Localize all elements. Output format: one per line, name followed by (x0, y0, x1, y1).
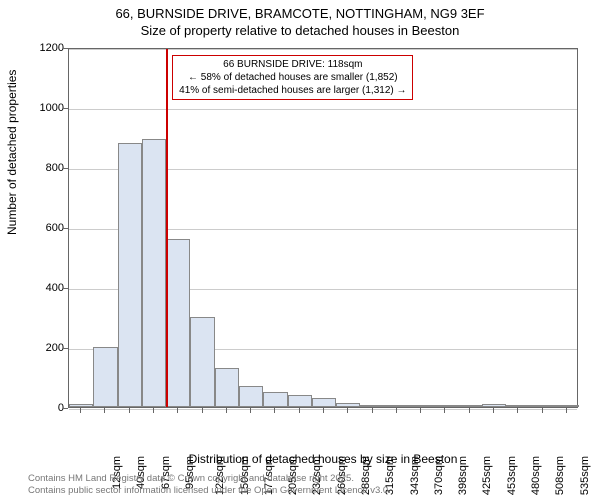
x-tick-label: 535sqm (579, 456, 591, 495)
histogram-bar (433, 405, 457, 407)
footer-credits: Contains HM Land Registry data © Crown c… (28, 473, 391, 496)
x-tick-mark (299, 408, 300, 413)
y-tick-label: 1000 (24, 102, 64, 114)
y-tick-label: 0 (24, 402, 64, 414)
histogram-bar (312, 398, 336, 407)
histogram-bar (458, 405, 482, 407)
histogram-bar (239, 386, 263, 407)
x-tick-mark (542, 408, 543, 413)
chart-container: 66, BURNSIDE DRIVE, BRAMCOTE, NOTTINGHAM… (0, 0, 600, 500)
histogram-bar (190, 317, 214, 407)
histogram-bar (360, 405, 384, 407)
histogram-bar (530, 405, 554, 407)
footer-line-1: Contains HM Land Registry data © Crown c… (28, 473, 391, 484)
y-axis-label: Number of detached properties (5, 70, 19, 235)
histogram-bar (69, 404, 93, 407)
x-tick-mark (129, 408, 130, 413)
grid-line (69, 49, 577, 50)
title-line-2: Size of property relative to detached ho… (0, 23, 600, 40)
x-tick-mark (226, 408, 227, 413)
plot-area: 66 BURNSIDE DRIVE: 118sqm ← 58% of detac… (68, 48, 578, 408)
histogram-bar (336, 403, 360, 408)
y-tick-label: 600 (24, 222, 64, 234)
marker-line (166, 49, 168, 407)
x-tick-mark (469, 408, 470, 413)
x-tick-mark (566, 408, 567, 413)
title-block: 66, BURNSIDE DRIVE, BRAMCOTE, NOTTINGHAM… (0, 0, 600, 40)
y-tick-label: 800 (24, 162, 64, 174)
x-tick-mark (444, 408, 445, 413)
x-tick-mark (202, 408, 203, 413)
y-tick-mark (63, 408, 68, 409)
x-tick-mark (274, 408, 275, 413)
histogram-bar (93, 347, 117, 407)
histogram-bar (142, 139, 166, 408)
histogram-bar (166, 239, 190, 407)
x-tick-mark (493, 408, 494, 413)
x-tick-mark (80, 408, 81, 413)
x-tick-mark (347, 408, 348, 413)
histogram-bar (118, 143, 142, 407)
histogram-bar (263, 392, 287, 407)
annotation-line-1: 66 BURNSIDE DRIVE: 118sqm (179, 58, 406, 71)
x-tick-mark (250, 408, 251, 413)
x-tick-mark (323, 408, 324, 413)
x-tick-mark (153, 408, 154, 413)
grid-line (69, 109, 577, 110)
x-tick-mark (396, 408, 397, 413)
histogram-bar (555, 405, 579, 407)
histogram-bar (385, 405, 409, 407)
annotation-line-2: ← 58% of detached houses are smaller (1,… (179, 71, 406, 84)
x-axis-label: Distribution of detached houses by size … (68, 452, 578, 466)
histogram-bar (409, 405, 433, 407)
x-tick-mark (420, 408, 421, 413)
x-tick-mark (372, 408, 373, 413)
histogram-bar (288, 395, 312, 407)
annotation-line-3: 41% of semi-detached houses are larger (… (179, 84, 406, 97)
x-tick-mark (177, 408, 178, 413)
x-tick-mark (104, 408, 105, 413)
y-tick-label: 1200 (24, 42, 64, 54)
y-tick-label: 200 (24, 342, 64, 354)
histogram-bar (215, 368, 239, 407)
histogram-bar (506, 405, 530, 407)
footer-line-2: Contains public sector information licen… (28, 485, 391, 496)
annotation-box: 66 BURNSIDE DRIVE: 118sqm ← 58% of detac… (172, 55, 413, 100)
x-tick-mark (517, 408, 518, 413)
title-line-1: 66, BURNSIDE DRIVE, BRAMCOTE, NOTTINGHAM… (0, 6, 600, 23)
y-tick-label: 400 (24, 282, 64, 294)
histogram-bar (482, 404, 506, 407)
